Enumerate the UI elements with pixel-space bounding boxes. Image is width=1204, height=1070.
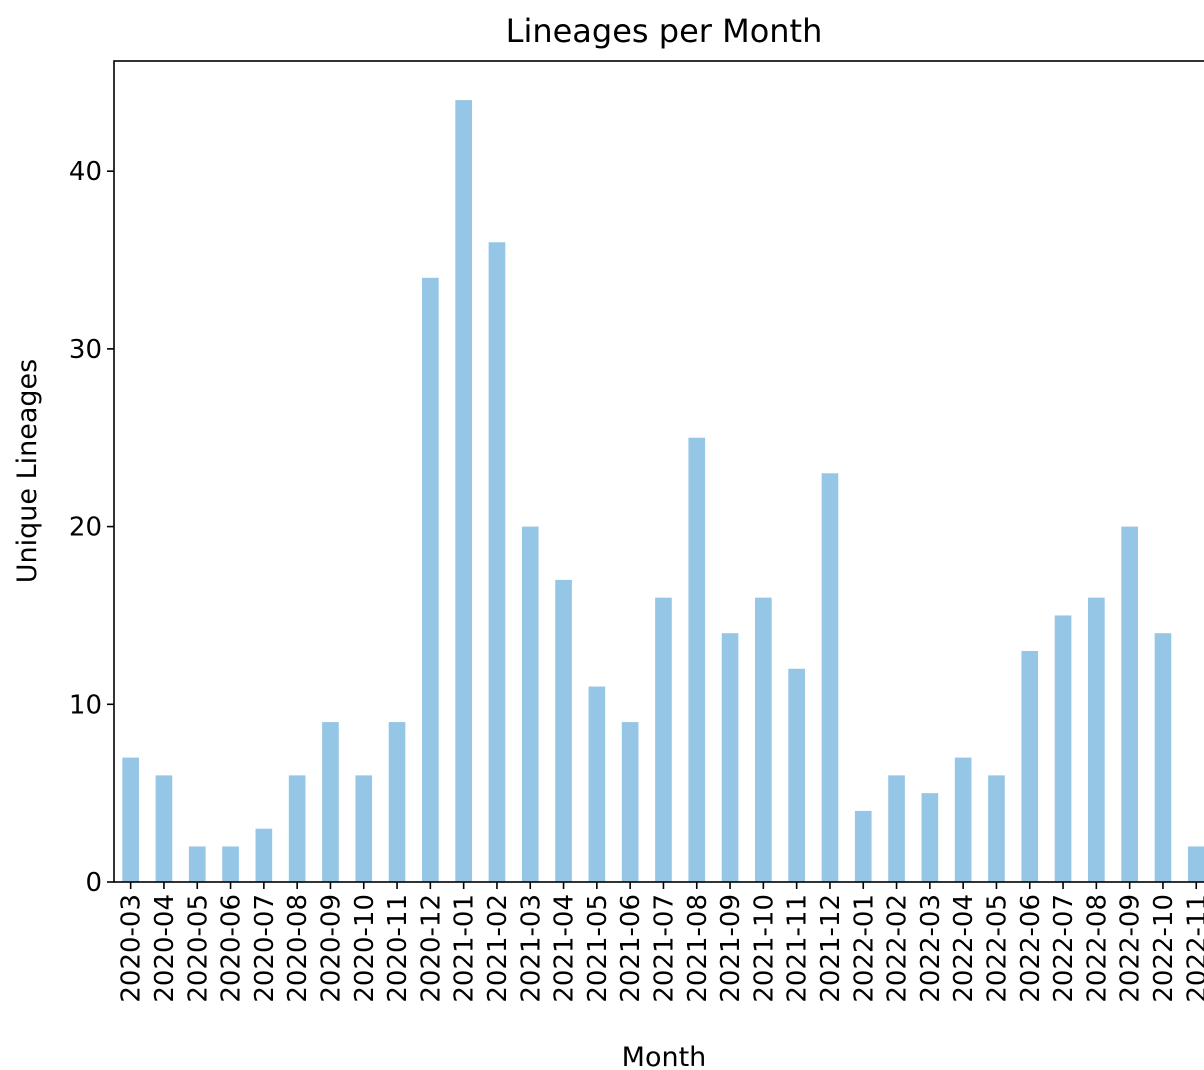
y-tick-label: 20 bbox=[69, 513, 102, 543]
x-tick-label: 2022-02 bbox=[883, 894, 913, 1003]
x-tick-label: 2022-10 bbox=[1149, 894, 1179, 1003]
x-tick-label: 2020-09 bbox=[316, 894, 346, 1003]
bar bbox=[854, 810, 872, 882]
x-tick-label: 2021-06 bbox=[616, 894, 646, 1003]
y-tick-label: 0 bbox=[85, 868, 102, 898]
bar bbox=[455, 100, 472, 883]
plot-frame bbox=[113, 60, 1204, 883]
bar bbox=[888, 775, 905, 882]
x-tick-label: 2021-05 bbox=[583, 894, 613, 1003]
x-tick-label: 2021-04 bbox=[550, 894, 580, 1003]
x-tick-label: 2020-06 bbox=[217, 894, 247, 1003]
y-tick-label: 30 bbox=[69, 335, 102, 365]
x-tick-label: 2020-11 bbox=[383, 894, 413, 1003]
bar bbox=[954, 757, 972, 882]
bar bbox=[655, 597, 672, 882]
x-tick-label: 2022-01 bbox=[849, 894, 879, 1003]
x-tick-label: 2020-04 bbox=[150, 894, 180, 1003]
x-tick-label: 2022-08 bbox=[1082, 894, 1112, 1003]
x-tick-label: 2022-06 bbox=[1016, 894, 1046, 1003]
bar bbox=[555, 579, 572, 882]
bar bbox=[621, 722, 639, 882]
bar bbox=[322, 722, 339, 882]
bar bbox=[788, 668, 805, 882]
x-tick-label: 2020-12 bbox=[416, 894, 446, 1003]
x-tick-label: 2020-08 bbox=[283, 894, 313, 1003]
bar bbox=[288, 775, 306, 882]
x-tick-label: 2022-09 bbox=[1116, 894, 1146, 1003]
bar bbox=[222, 846, 239, 882]
x-tick-label: 2021-07 bbox=[649, 894, 679, 1003]
bar bbox=[355, 775, 373, 882]
x-tick-label: 2021-01 bbox=[450, 894, 480, 1003]
bar bbox=[1154, 633, 1172, 882]
bar bbox=[1088, 597, 1105, 882]
bar bbox=[488, 242, 506, 882]
bar bbox=[1187, 846, 1204, 882]
x-tick-label: 2021-08 bbox=[683, 894, 713, 1003]
y-axis-label: Unique Lineages bbox=[12, 359, 43, 583]
x-tick-label: 2021-10 bbox=[749, 894, 779, 1003]
bar bbox=[988, 775, 1005, 882]
bar bbox=[1021, 650, 1039, 882]
bar bbox=[255, 828, 273, 882]
bar bbox=[921, 793, 939, 882]
x-tick-label: 2021-03 bbox=[516, 894, 546, 1003]
x-tick-label: 2022-07 bbox=[1049, 894, 1079, 1003]
x-tick-label: 2021-12 bbox=[816, 894, 846, 1003]
x-tick-label: 2021-11 bbox=[783, 894, 813, 1003]
y-tick-label: 40 bbox=[69, 157, 102, 187]
x-tick-label: 2020-03 bbox=[117, 894, 147, 1003]
chart-title: Lineages per Month bbox=[506, 12, 823, 50]
bar bbox=[821, 473, 839, 882]
bar bbox=[155, 775, 173, 882]
bar bbox=[188, 846, 206, 882]
x-tick-label: 2022-04 bbox=[949, 894, 979, 1003]
bar bbox=[1121, 526, 1138, 882]
x-tick-label: 2022-05 bbox=[982, 894, 1012, 1003]
bar bbox=[521, 526, 539, 882]
bar bbox=[422, 277, 439, 882]
x-tick-label: 2021-09 bbox=[716, 894, 746, 1003]
x-tick-label: 2020-10 bbox=[350, 894, 380, 1003]
x-tick-label: 2020-05 bbox=[183, 894, 213, 1003]
bar bbox=[122, 757, 139, 882]
x-axis-label: Month bbox=[622, 1042, 707, 1070]
bar bbox=[388, 722, 406, 882]
bar bbox=[1054, 615, 1072, 882]
bar bbox=[588, 686, 606, 882]
bar bbox=[688, 437, 706, 882]
x-tick-label: 2022-11 bbox=[1182, 894, 1204, 1003]
x-tick-label: 2020-07 bbox=[250, 894, 280, 1003]
bar bbox=[721, 633, 739, 882]
bar bbox=[755, 597, 772, 882]
x-tick-label: 2021-02 bbox=[483, 894, 513, 1003]
x-tick-label: 2022-03 bbox=[916, 894, 946, 1003]
y-tick-label: 10 bbox=[69, 690, 102, 720]
